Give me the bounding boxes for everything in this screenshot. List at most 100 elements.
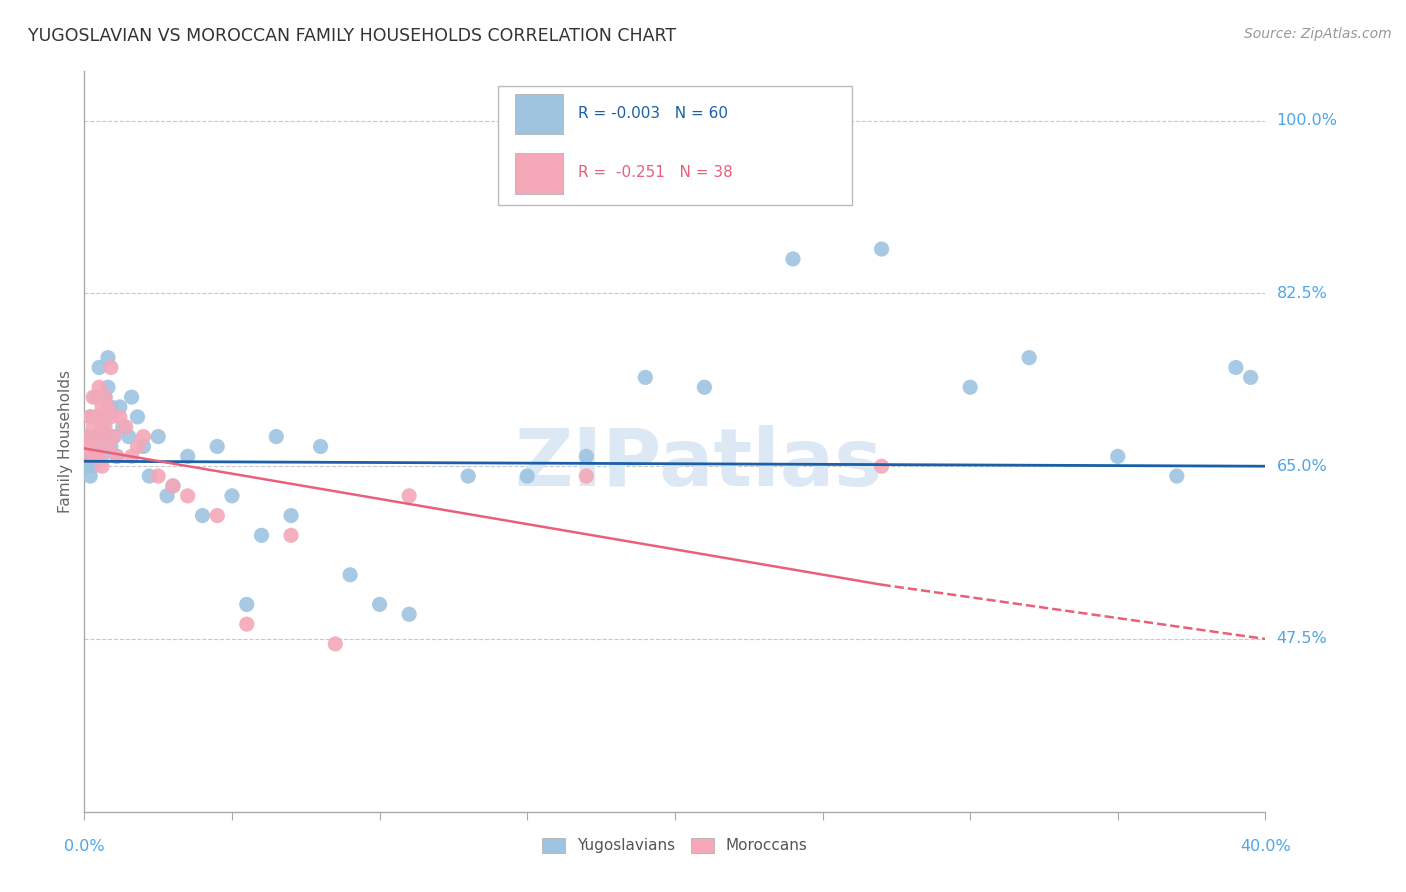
Point: [132, 429, 155, 443]
Point: [398, 607, 420, 622]
Point: [111, 419, 134, 434]
Point: [91, 419, 114, 434]
Point: [782, 252, 804, 266]
Point: [91, 400, 114, 414]
Bar: [516, 94, 562, 135]
Point: [132, 440, 155, 454]
Point: [1107, 450, 1129, 464]
Point: [325, 637, 347, 651]
Point: [138, 469, 160, 483]
Point: [94, 429, 117, 443]
Text: 47.5%: 47.5%: [1277, 632, 1327, 647]
Point: [97, 400, 120, 414]
Point: [457, 469, 479, 483]
Point: [100, 440, 122, 454]
Point: [870, 459, 893, 474]
Point: [97, 351, 120, 365]
Point: [127, 440, 149, 454]
Point: [79, 469, 101, 483]
Point: [97, 440, 120, 454]
Bar: [516, 153, 562, 194]
Point: [76, 450, 98, 464]
Point: [156, 489, 179, 503]
Point: [82, 419, 104, 434]
Point: [280, 508, 302, 523]
Point: [121, 390, 143, 404]
Legend: Yugoslavians, Moroccans: Yugoslavians, Moroccans: [536, 831, 814, 860]
Point: [221, 489, 243, 503]
Point: [76, 450, 98, 464]
Point: [207, 440, 229, 454]
Point: [105, 450, 128, 464]
Point: [87, 409, 111, 424]
Point: [148, 429, 170, 443]
Point: [575, 469, 598, 483]
Point: [121, 450, 143, 464]
Point: [266, 429, 288, 443]
Point: [1018, 351, 1040, 365]
Point: [162, 479, 184, 493]
Point: [870, 242, 893, 256]
Point: [118, 429, 141, 443]
Point: [84, 390, 107, 404]
Point: [516, 469, 538, 483]
Point: [368, 598, 391, 612]
Point: [236, 617, 259, 632]
Point: [82, 390, 104, 404]
Point: [103, 429, 125, 443]
Point: [87, 409, 111, 424]
Point: [76, 440, 98, 454]
Point: [1240, 370, 1263, 384]
Point: [82, 440, 104, 454]
Point: [100, 400, 122, 414]
Point: [108, 400, 131, 414]
Point: [1166, 469, 1188, 483]
Point: [177, 450, 200, 464]
Point: [114, 419, 136, 434]
Point: [94, 419, 117, 434]
Text: R =  -0.251   N = 38: R = -0.251 N = 38: [578, 165, 733, 180]
Point: [693, 380, 716, 394]
Point: [94, 409, 117, 424]
Point: [236, 598, 259, 612]
Text: 100.0%: 100.0%: [1277, 113, 1337, 128]
Point: [84, 409, 107, 424]
Point: [91, 459, 114, 474]
Point: [82, 429, 104, 443]
Point: [959, 380, 981, 394]
Text: 82.5%: 82.5%: [1277, 286, 1327, 301]
Point: [84, 450, 107, 464]
Point: [79, 409, 101, 424]
Point: [84, 450, 107, 464]
Point: [207, 508, 229, 523]
Point: [91, 450, 114, 464]
Text: YUGOSLAVIAN VS MOROCCAN FAMILY HOUSEHOLDS CORRELATION CHART: YUGOSLAVIAN VS MOROCCAN FAMILY HOUSEHOLD…: [28, 27, 676, 45]
Point: [127, 409, 149, 424]
Point: [87, 380, 111, 394]
Point: [108, 409, 131, 424]
Point: [103, 429, 125, 443]
Text: 0.0%: 0.0%: [65, 839, 104, 855]
Point: [100, 409, 122, 424]
Point: [191, 508, 214, 523]
Point: [100, 360, 122, 375]
Text: Source: ZipAtlas.com: Source: ZipAtlas.com: [1244, 27, 1392, 41]
Point: [87, 450, 111, 464]
Point: [177, 489, 200, 503]
Point: [339, 567, 361, 582]
Text: 40.0%: 40.0%: [1240, 839, 1291, 855]
Point: [87, 440, 111, 454]
Point: [309, 440, 332, 454]
FancyBboxPatch shape: [498, 87, 852, 204]
Point: [76, 459, 98, 474]
Point: [105, 450, 128, 464]
Point: [250, 528, 273, 542]
Point: [94, 390, 117, 404]
Text: ZIPatlas: ZIPatlas: [515, 425, 883, 503]
Point: [148, 469, 170, 483]
Point: [84, 409, 107, 424]
Point: [79, 429, 101, 443]
Point: [82, 459, 104, 474]
Point: [79, 450, 101, 464]
Y-axis label: Family Households: Family Households: [58, 370, 73, 513]
